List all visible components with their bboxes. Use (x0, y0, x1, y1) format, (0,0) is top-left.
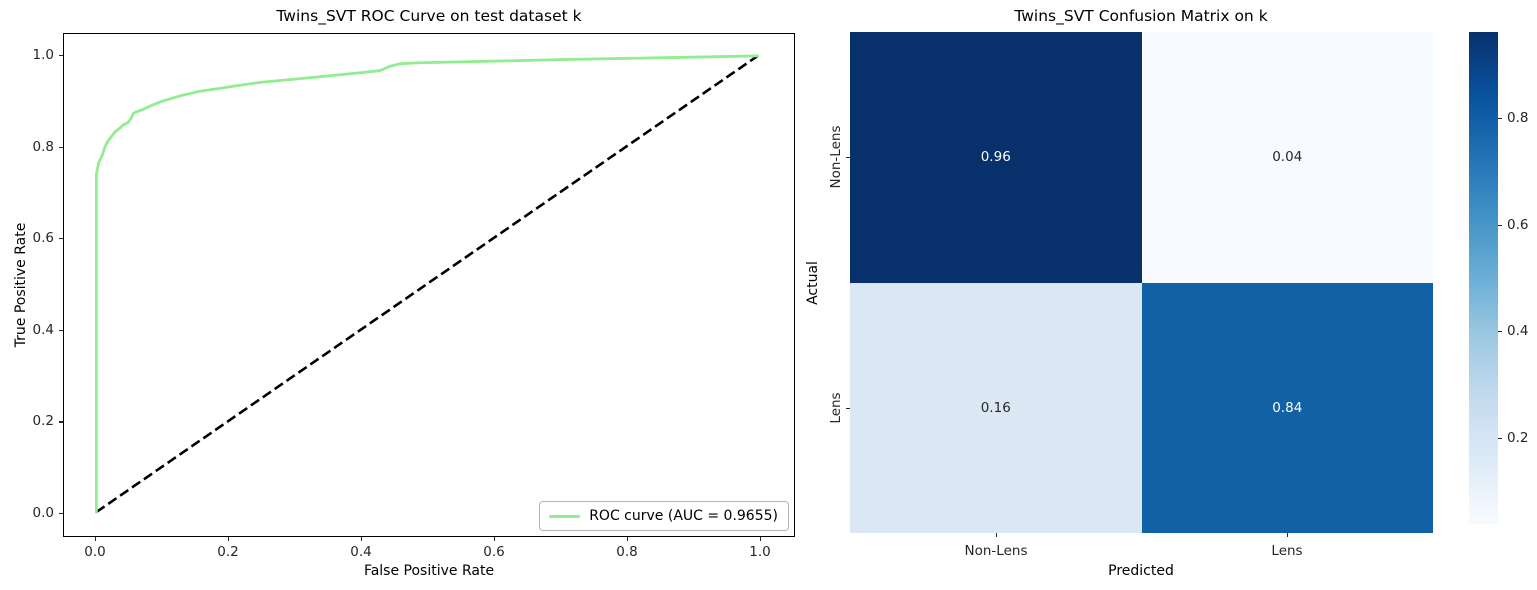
colorbar-tick-mark (1498, 437, 1502, 439)
colorbar-tick-mark (1498, 118, 1502, 120)
colorbar-tick-label: 0.8 (1507, 110, 1529, 126)
roc-ytick-label: 1.0 (32, 47, 54, 63)
roc-xtick-mark (228, 537, 230, 541)
cm-ytick-mark (846, 157, 850, 159)
cm-xtick-mark (1287, 533, 1289, 537)
colorbar-tick-label: 0.6 (1507, 216, 1529, 233)
roc-xtick-mark (95, 537, 97, 541)
roc-xtick-label: 1.0 (749, 544, 771, 560)
roc-xtick-mark (760, 537, 762, 541)
cm-cell-value: 0.16 (980, 399, 1011, 416)
roc-plot-area: ROC curve (AUC = 0.9655) (63, 33, 795, 537)
colorbar-tick-mark (1498, 331, 1502, 333)
roc-curve-svg (94, 54, 760, 514)
cm-cell-value: 0.04 (1272, 149, 1303, 166)
legend-line-swatch (549, 514, 581, 518)
colorbar-tick-label: 0.2 (1507, 429, 1529, 446)
cm-row-label-lens: Lens (828, 392, 844, 424)
roc-xtick-label: 0.6 (483, 544, 505, 560)
cm-row-label-nonlens: Non-Lens (828, 125, 844, 189)
roc-xtick-mark (361, 537, 363, 541)
roc-xtick-label: 0.0 (84, 544, 106, 560)
roc-title: Twins_SVT ROC Curve on test dataset k (276, 7, 582, 25)
colorbar-tick-mark (1498, 224, 1502, 226)
colorbar-tick-label: 0.4 (1507, 323, 1529, 339)
roc-ytick-label: 0.4 (32, 321, 54, 338)
cm-col-label-nonlens: Non-Lens (964, 543, 1028, 559)
cm-cell-value: 0.96 (980, 149, 1011, 166)
roc-ytick-label: 0.0 (32, 505, 54, 521)
roc-xtick-label: 0.8 (616, 544, 638, 560)
roc-ytick-label: 0.2 (32, 413, 54, 430)
roc-curve-line (94, 54, 760, 514)
legend-label: ROC curve (AUC = 0.9655) (589, 508, 778, 524)
cm-yaxis-label: Actual (805, 261, 821, 305)
cm-cell-true-lens-pred-lens: 0.84 (1141, 282, 1433, 533)
roc-ytick-mark (59, 421, 63, 423)
cm-cell-value: 0.84 (1272, 399, 1303, 416)
roc-xaxis-label: False Positive Rate (363, 563, 495, 579)
roc-ytick-mark (59, 329, 63, 331)
cm-ytick-mark (846, 408, 850, 410)
roc-ytick-label: 0.6 (32, 230, 54, 247)
cm-cell-true-nonlens-pred-lens: 0.04 (1141, 32, 1433, 283)
roc-xtick-mark (494, 537, 496, 541)
roc-ytick-mark (59, 238, 63, 240)
cm-xaxis-label: Predicted (1108, 563, 1174, 579)
roc-xtick-mark (627, 537, 629, 541)
confusion-matrix-grid: 0.96 0.04 0.16 0.84 (850, 32, 1433, 533)
chance-diagonal-line (95, 54, 759, 514)
cm-title: Twins_SVT Confusion Matrix on k (1014, 7, 1268, 25)
roc-ytick-mark (59, 55, 63, 57)
cm-cell-true-nonlens-pred-nonlens: 0.96 (850, 32, 1142, 283)
roc-yaxis-label: True Positive Rate (13, 222, 29, 348)
roc-ytick-mark (59, 146, 63, 148)
roc-xtick-label: 0.4 (350, 544, 372, 560)
cm-col-label-lens: Lens (1271, 543, 1303, 559)
colorbar (1469, 32, 1498, 524)
roc-ytick-label: 0.8 (32, 138, 54, 155)
roc-legend: ROC curve (AUC = 0.9655) (539, 501, 789, 531)
roc-xtick-label: 0.2 (217, 544, 239, 560)
cm-xtick-mark (996, 533, 998, 537)
roc-ytick-mark (59, 513, 63, 515)
cm-cell-true-lens-pred-nonlens: 0.16 (850, 282, 1142, 533)
